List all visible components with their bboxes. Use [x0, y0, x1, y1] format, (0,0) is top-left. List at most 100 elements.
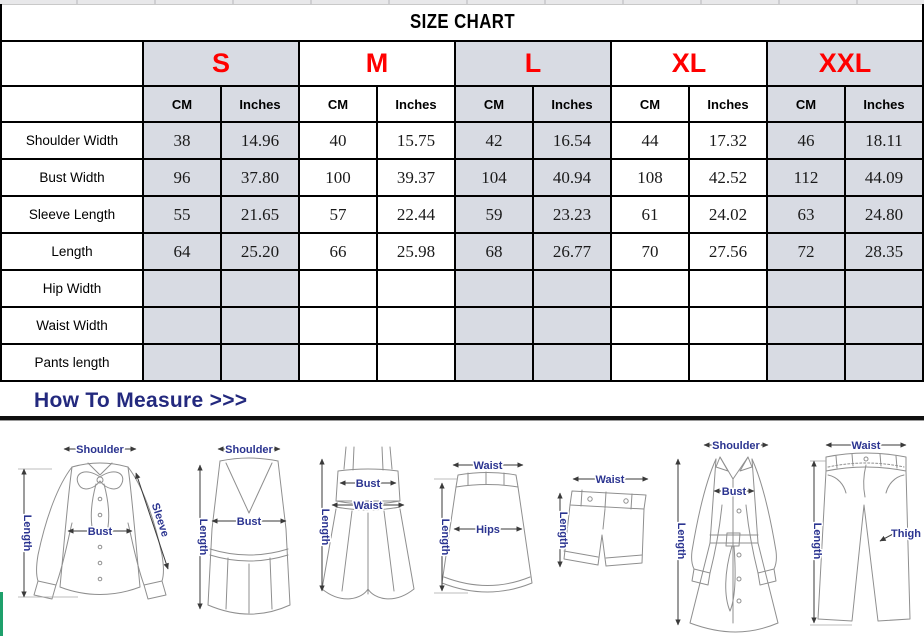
size-header-l: L — [454, 40, 612, 87]
value-cell — [532, 343, 612, 382]
value-cell — [376, 269, 456, 308]
value-cell: 23.23 — [532, 195, 612, 234]
diagram-blouse: Shoulder Length Bust Sleeve — [18, 443, 172, 600]
value-cell — [766, 343, 846, 382]
value-cell: 15.75 — [376, 121, 456, 160]
value-cell: 44.09 — [844, 158, 924, 197]
row-label: Sleeve Length — [0, 195, 144, 234]
how-to-measure-diagrams: Shoulder Length Bust Sleeve Shoulder Len… — [0, 425, 924, 636]
diagram-pants: Waist Length Thigh — [810, 439, 923, 626]
skirt-waist-label: Waist — [474, 460, 503, 472]
table-row-shoulder-width: Shoulder Width 38 14.96 40 15.75 42 16.5… — [0, 121, 924, 160]
value-cell — [298, 343, 378, 382]
value-cell: 28.35 — [844, 232, 924, 271]
value-cell: 24.02 — [688, 195, 768, 234]
value-cell — [220, 269, 300, 308]
value-cell — [220, 306, 300, 345]
row-label: Pants length — [0, 343, 144, 382]
unit-header-inches: Inches — [688, 85, 768, 123]
table-row-sleeve-length: Sleeve Length 55 21.65 57 22.44 59 23.23… — [0, 195, 924, 234]
unit-header-inches: Inches — [376, 85, 456, 123]
value-cell: 59 — [454, 195, 534, 234]
diagram-slip-dress: Length Bust Waist — [318, 446, 415, 600]
chart-title-cell: SIZE CHART — [0, 4, 924, 42]
corner-cell — [0, 40, 144, 87]
coat-bust-label: Bust — [722, 486, 747, 498]
table-row-length: Length 64 25.20 66 25.98 68 26.77 70 27.… — [0, 232, 924, 271]
table-row-waist-width: Waist Width — [0, 306, 924, 345]
value-cell — [454, 343, 534, 382]
value-cell: 17.32 — [688, 121, 768, 160]
value-cell — [376, 306, 456, 345]
value-cell: 38 — [142, 121, 222, 160]
value-cell: 63 — [766, 195, 846, 234]
slip-dress-drawing — [321, 446, 415, 600]
unit-header-cm: CM — [610, 85, 690, 123]
unit-header-inches: Inches — [532, 85, 612, 123]
value-cell: 64 — [142, 232, 222, 271]
value-cell: 25.98 — [376, 232, 456, 271]
value-cell: 55 — [142, 195, 222, 234]
value-cell: 44 — [610, 121, 690, 160]
value-cell — [610, 343, 690, 382]
tank-top-drawing — [207, 457, 291, 615]
value-cell: 18.11 — [844, 121, 924, 160]
skirt-hips-label: Hips — [476, 524, 500, 536]
table-row-bust-width: Bust Width 96 37.80 100 39.37 104 40.94 … — [0, 158, 924, 197]
pants-drawing — [817, 452, 911, 622]
value-cell — [142, 306, 222, 345]
unit-header-cm: CM — [298, 85, 378, 123]
value-cell — [220, 343, 300, 382]
row-label: Length — [0, 232, 144, 271]
shorts-length-label: Length — [557, 512, 569, 549]
value-cell: 46 — [766, 121, 846, 160]
value-cell — [844, 306, 924, 345]
value-cell: 61 — [610, 195, 690, 234]
how-to-measure-heading: How To Measure >>> — [34, 389, 248, 412]
value-cell: 104 — [454, 158, 534, 197]
dress-length-label: Length — [319, 509, 331, 546]
value-cell — [532, 269, 612, 308]
value-cell: 40.94 — [532, 158, 612, 197]
value-cell — [610, 269, 690, 308]
value-cell — [610, 306, 690, 345]
tank-bust-label: Bust — [237, 516, 262, 528]
size-header-s: S — [142, 40, 300, 87]
row-label: Waist Width — [0, 306, 144, 345]
pants-thigh-label: Thigh — [891, 528, 921, 540]
value-cell: 112 — [766, 158, 846, 197]
dress-bust-label: Bust — [356, 478, 381, 490]
skirt-drawing — [441, 471, 533, 593]
value-cell — [532, 306, 612, 345]
table-row-hip-width: Hip Width — [0, 269, 924, 308]
blouse-shoulder-label: Shoulder — [76, 444, 124, 456]
skirt-length-label: Length — [439, 519, 451, 556]
value-cell — [298, 306, 378, 345]
value-cell: 27.56 — [688, 232, 768, 271]
unit-header-cm: CM — [766, 85, 846, 123]
value-cell: 26.77 — [532, 232, 612, 271]
value-cell — [142, 269, 222, 308]
size-header-xxl: XXL — [766, 40, 924, 87]
value-cell: 42 — [454, 121, 534, 160]
row-label: Bust Width — [0, 158, 144, 197]
value-cell: 22.44 — [376, 195, 456, 234]
dress-waist-label: Waist — [354, 500, 383, 512]
value-cell — [454, 269, 534, 308]
blouse-bust-label: Bust — [88, 526, 113, 538]
value-cell: 14.96 — [220, 121, 300, 160]
size-header-m: M — [298, 40, 456, 87]
shorts-waist-label: Waist — [596, 474, 625, 486]
diagram-coat: Shoulder Length Bust — [674, 439, 779, 633]
corner-cell — [0, 85, 144, 123]
unit-header-cm: CM — [142, 85, 222, 123]
row-label: Shoulder Width — [0, 121, 144, 160]
value-cell: 108 — [610, 158, 690, 197]
value-cell: 57 — [298, 195, 378, 234]
size-header-xl: XL — [610, 40, 768, 87]
value-cell: 100 — [298, 158, 378, 197]
value-cell: 68 — [454, 232, 534, 271]
diagram-tank-top: Shoulder Length Bust — [196, 443, 291, 615]
value-cell — [376, 343, 456, 382]
